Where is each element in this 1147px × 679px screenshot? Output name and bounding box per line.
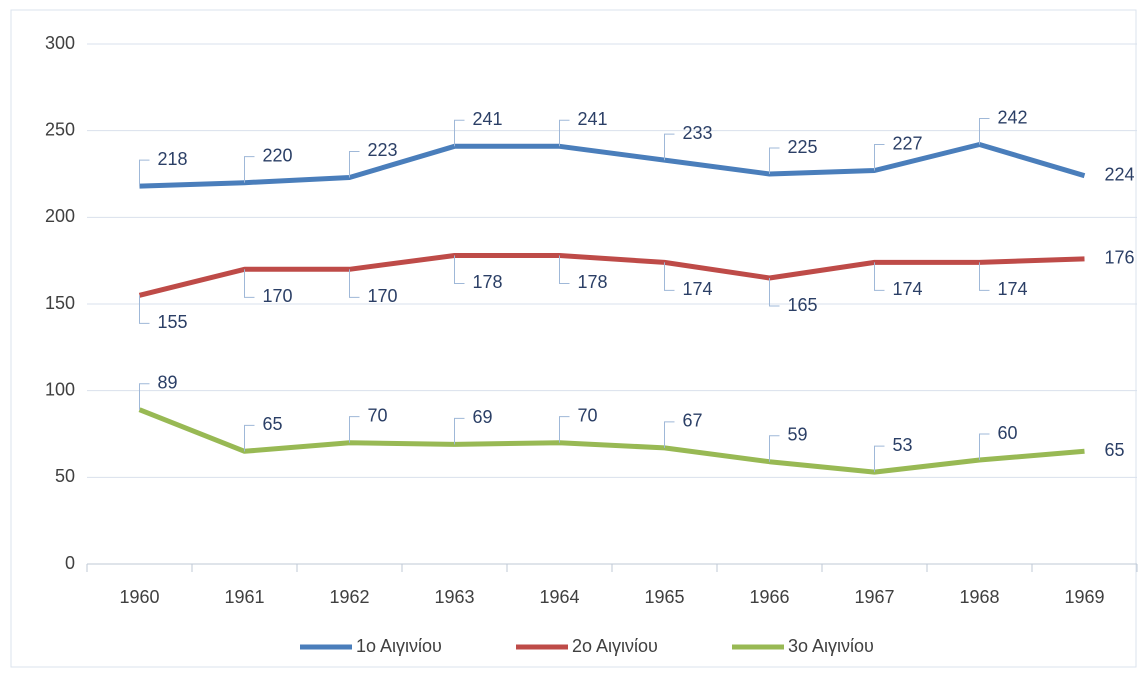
data-label: 241 [578,109,608,129]
x-tick-label: 1967 [854,587,894,607]
leader-line [874,144,885,171]
legend-label: 1ο Αιγινίου [356,636,442,656]
legend-label: 2ο Αιγινίου [572,636,658,656]
x-tick-label: 1969 [1064,587,1104,607]
x-tick-label: 1960 [119,587,159,607]
leader-line [454,119,465,147]
leader-line [874,445,885,473]
leader-line [979,118,990,145]
leader-line [349,269,360,298]
data-label: 170 [368,286,398,306]
data-label: 224 [1105,164,1135,184]
leader-line [664,262,675,291]
data-label: 241 [473,109,503,129]
chart-border [10,9,1137,668]
data-label: 174 [893,279,923,299]
x-tick-label: 1962 [329,587,369,607]
data-label: 89 [158,372,178,392]
data-label: 69 [473,407,493,427]
data-label: 220 [263,145,293,165]
leader-line [244,269,255,298]
leader-line [979,433,990,460]
legend-label: 3ο Αιγινίου [788,636,874,656]
y-tick-label: 0 [65,553,75,573]
leader-line [244,424,255,452]
data-label: 165 [788,295,818,315]
leader-line [139,383,150,410]
leader-line [664,421,675,448]
data-label: 70 [578,405,598,425]
line-series [138,407,1085,475]
data-label: 70 [368,405,388,425]
y-tick-label: 250 [45,119,75,139]
leader-line [664,133,675,161]
data-label: 223 [368,140,398,160]
x-tick-label: 1966 [749,587,789,607]
leader-line [349,150,360,178]
y-tick-label: 100 [45,379,75,399]
data-label: 59 [788,424,808,444]
line-series [139,142,1086,189]
data-label: 178 [473,272,503,292]
data-label: 174 [998,279,1028,299]
y-tick-label: 300 [45,33,75,53]
y-tick-label: 50 [55,466,75,486]
x-tick-label: 1968 [959,587,999,607]
x-tick-label: 1964 [539,587,579,607]
data-label: 65 [1105,440,1125,460]
leader-line [559,119,570,147]
y-tick-label: 200 [45,206,75,226]
x-tick-label: 1965 [644,587,684,607]
data-label: 155 [158,312,188,332]
data-label: 53 [893,435,913,455]
data-label: 174 [683,279,713,299]
y-tick-label: 150 [45,293,75,313]
leader-line [349,416,360,443]
data-label: 233 [683,123,713,143]
leader-line [769,147,780,174]
leader-line [454,255,465,284]
leader-line [559,255,570,284]
leader-line [979,262,990,291]
leader-line [769,278,780,307]
data-label: 218 [158,149,188,169]
data-label: 242 [998,107,1028,127]
data-label: 225 [788,137,818,157]
data-label: 178 [578,272,608,292]
x-tick-label: 1963 [434,587,474,607]
leader-line [769,435,780,462]
data-label: 227 [893,133,923,153]
data-label: 176 [1105,248,1135,268]
leader-line [139,295,150,324]
x-tick-label: 1961 [224,587,264,607]
data-label: 60 [998,423,1018,443]
data-label: 170 [263,286,293,306]
data-label: 65 [263,414,283,434]
leader-line [874,262,885,291]
leader-line [559,416,570,443]
leader-line [454,417,465,445]
leader-line [139,159,150,187]
line-series [138,253,1085,298]
leader-line [244,156,255,183]
data-label: 67 [683,411,703,431]
